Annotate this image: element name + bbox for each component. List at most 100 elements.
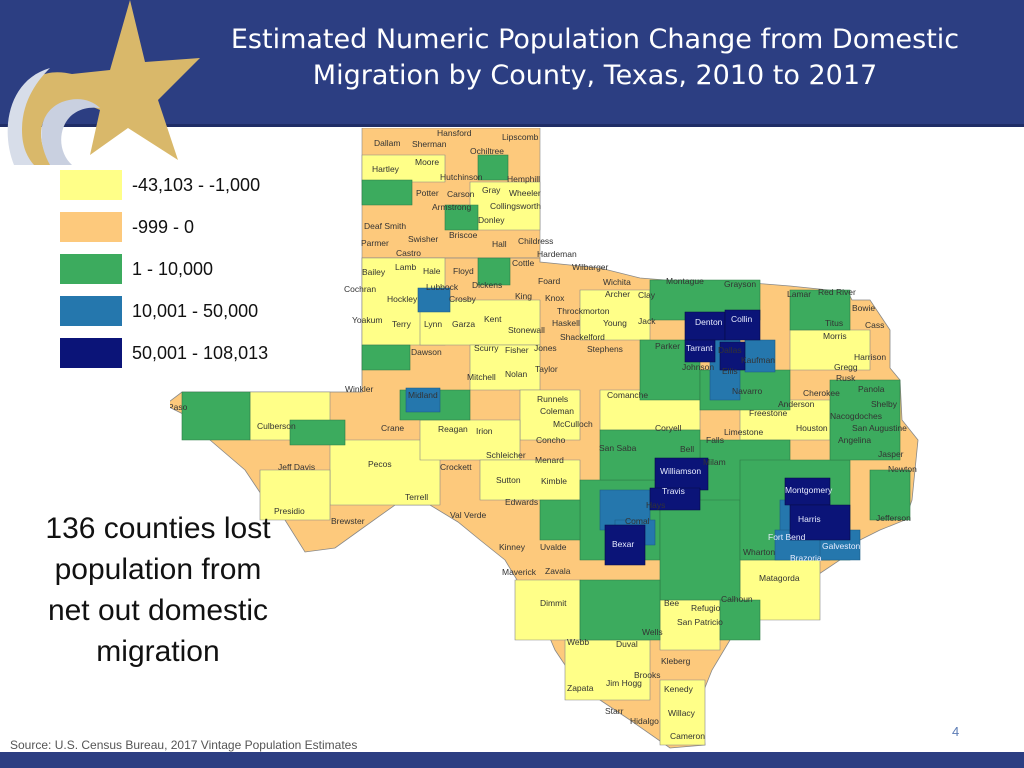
navy-counties — [604, 309, 851, 566]
county-label: Stephens — [587, 344, 623, 354]
county-label: Dickens — [472, 280, 502, 290]
county-label: Culberson — [257, 421, 296, 431]
county-label: Willacy — [668, 708, 696, 718]
county-label: Winkler — [345, 384, 374, 394]
county-label: Falls — [706, 435, 724, 445]
county-label: King — [515, 291, 532, 301]
county-label: Jim Hogg — [606, 678, 642, 688]
county-label: Wheeler — [509, 188, 541, 198]
county-label: Bee — [664, 598, 679, 608]
county-label: Jefferson — [876, 513, 911, 523]
county-label: Schleicher — [486, 450, 526, 460]
county-label: Wilbarger — [572, 262, 609, 272]
county-label: Garza — [452, 319, 475, 329]
county-label: Red River — [818, 287, 856, 297]
county-label: Denton — [695, 317, 723, 327]
county-label: Comanche — [607, 390, 648, 400]
county-label: Brazoria — [790, 553, 822, 563]
page-number: 4 — [952, 724, 960, 739]
county-label: Hale — [423, 266, 441, 276]
county-label: Zavala — [545, 566, 571, 576]
county-label: Hockley — [387, 294, 418, 304]
footer-bar — [0, 752, 1024, 768]
county-label: Ochiltree — [470, 146, 504, 156]
county-label: Taylor — [535, 364, 558, 374]
county-label: Zapata — [567, 683, 594, 693]
county-label: Starr — [605, 706, 624, 716]
county-label: Sherman — [412, 139, 447, 149]
county-label: Menard — [535, 455, 564, 465]
county-label: Hardeman — [537, 249, 577, 259]
county-label: Coryell — [655, 423, 682, 433]
county-label: Kleberg — [661, 656, 691, 666]
county-label: Galveston — [822, 541, 861, 551]
county-label: Wichita — [603, 277, 631, 287]
county-label: Nolan — [505, 369, 527, 379]
county-label: Irion — [476, 426, 493, 436]
county-label: Tarrant — [686, 343, 713, 353]
county-label: Dimmit — [540, 598, 567, 608]
county-label: Hartley — [372, 164, 400, 174]
county-label: Bowie — [852, 303, 875, 313]
county-label: Kinney — [499, 542, 526, 552]
page-title: Estimated Numeric Population Change from… — [230, 24, 960, 91]
county-label: Foard — [538, 276, 560, 286]
county-label: Childress — [518, 236, 553, 246]
county-label: Bailey — [362, 267, 386, 277]
county-label: Johnson — [682, 362, 714, 372]
county-label: El Paso — [170, 402, 188, 412]
county-label: Collin — [731, 314, 753, 324]
county-label: Wells — [642, 627, 663, 637]
county-label: Hays — [646, 500, 665, 510]
county-label: Hutchinson — [440, 172, 483, 182]
county-label: Armstrong — [432, 202, 471, 212]
county-label: Cass — [865, 320, 884, 330]
county-label: Calhoun — [721, 594, 753, 604]
county-label: McCulloch — [553, 419, 593, 429]
county-label: Gregg — [834, 362, 858, 372]
legend-item: -999 - 0 — [58, 210, 318, 244]
county-label: Presidio — [274, 506, 305, 516]
county-label: Swisher — [408, 234, 438, 244]
county-label: San Patricio — [677, 617, 723, 627]
county-label: Edwards — [505, 497, 538, 507]
county-label: Fort Bend — [768, 532, 806, 542]
county-label: Terry — [392, 319, 412, 329]
county-label: Floyd — [453, 266, 474, 276]
county-label: Montague — [666, 276, 704, 286]
county-label: Moore — [415, 157, 439, 167]
county-label: Terrell — [405, 492, 428, 502]
county-label: Milam — [703, 457, 726, 467]
county-label: Bexar — [612, 539, 634, 549]
county-label: Cherokee — [803, 388, 840, 398]
legend-item: 50,001 - 108,013 — [58, 336, 318, 370]
county-label: Brewster — [331, 516, 365, 526]
county-label: Anderson — [778, 399, 815, 409]
county-label: Potter — [416, 188, 439, 198]
county-label: Dawson — [411, 347, 442, 357]
county-label: Maverick — [502, 567, 537, 577]
county-label: Parker — [655, 341, 680, 351]
callout-text: 136 counties lost population from net ou… — [45, 512, 271, 668]
county-label: Clay — [638, 290, 656, 300]
county-label: Sutton — [496, 475, 521, 485]
county-labels: Dallam Sherman Hansford Lipscomb Ochiltr… — [170, 128, 917, 741]
county-label: Parmer — [361, 238, 389, 248]
county-label: Rusk — [836, 373, 856, 383]
county-label: Cameron — [670, 731, 705, 741]
county-label: Haskell — [552, 318, 580, 328]
county-label: Nacogdoches — [830, 411, 882, 421]
county-label: Freestone — [749, 408, 788, 418]
county-label: San Saba — [599, 443, 637, 453]
county-label: Harris — [798, 514, 821, 524]
county-label: Cochran — [344, 284, 376, 294]
county-label: Dallas — [718, 345, 742, 355]
county-label: Titus — [825, 318, 843, 328]
legend-swatch — [60, 338, 122, 368]
legend-label: 50,001 - 108,013 — [132, 343, 269, 363]
county-label: Harrison — [854, 352, 886, 362]
county-label: Ellis — [722, 366, 738, 376]
county-label: Castro — [396, 248, 421, 258]
county-label: Morris — [823, 331, 847, 341]
county-label: Jack — [638, 316, 656, 326]
